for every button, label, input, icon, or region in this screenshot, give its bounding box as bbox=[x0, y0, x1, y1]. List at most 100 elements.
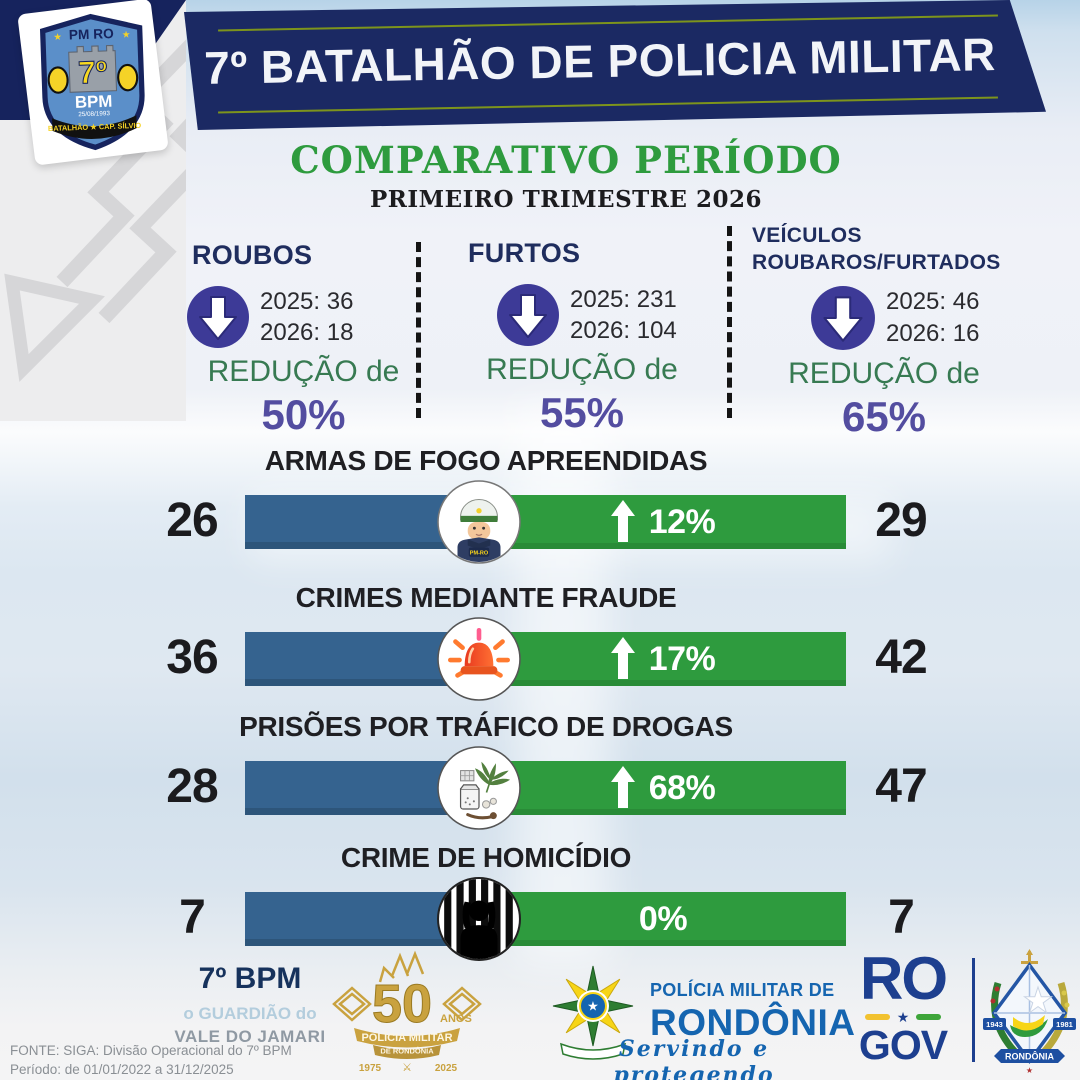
pmro-motto: Servindo e protegendo bbox=[613, 1036, 775, 1080]
bar-percent: 12% bbox=[648, 502, 716, 541]
bar-title: CRIMES MEDIANTE FRAUDE bbox=[295, 582, 677, 613]
rogov-bottom: GOV bbox=[858, 1022, 948, 1068]
comparative-label: ROUBOS bbox=[192, 240, 313, 270]
stat-2026: 2026: 104 bbox=[570, 317, 677, 344]
reduction-label: REDUÇÃO de bbox=[486, 353, 678, 386]
source-note: FONTE: SIGA: Divisão Operacional do 7º B… bbox=[10, 1042, 292, 1080]
reduction-label: REDUÇÃO de bbox=[788, 356, 980, 390]
comparative-veiculos: VEÍCULOS ROUBAROS/FURTADOS 2025: 46 2026… bbox=[748, 222, 1020, 441]
pmro-star-badge-icon: ★ bbox=[552, 965, 634, 1060]
badge-unit: BPM bbox=[75, 92, 113, 112]
bar-title: CRIME DE HOMICÍDIO bbox=[340, 842, 632, 873]
anniversary-year-end: 2025 bbox=[435, 1063, 458, 1074]
footer-bpm-block: 7º BPM o GUARDIÃO do VALE DO JAMARI bbox=[152, 962, 348, 1047]
footer-guardian-line2: VALE DO JAMARI bbox=[174, 1027, 326, 1046]
badge-banner-ribbon bbox=[52, 115, 137, 139]
rogov-top: RO bbox=[860, 945, 948, 1012]
bar-row-armas: ARMAS DE FOGO APREENDIDAS 26 12% bbox=[150, 445, 940, 565]
bar-title: ARMAS DE FOGO APREENDIDAS bbox=[264, 445, 708, 476]
period-title: COMPARATIVO PERÍODO bbox=[290, 138, 842, 182]
value-2026: 47 bbox=[875, 760, 927, 813]
footer-bpm-title: 7º BPM bbox=[198, 962, 302, 995]
bar-2026: 0% bbox=[480, 892, 846, 946]
reduction-label: REDUÇÃO de bbox=[207, 355, 400, 388]
down-arrow-icon bbox=[187, 286, 249, 348]
rondonia-crest: 1943 1981 RONDÔNIA ★ bbox=[982, 948, 1077, 1080]
bar-2026: 12% bbox=[480, 495, 846, 549]
dashed-divider bbox=[727, 226, 732, 418]
police-officer-icon: PM-RO bbox=[437, 480, 521, 564]
battalion-badge-card: PM RO ★ ★ 7º BPM 25/08/1993 BATALHÃO ★ C… bbox=[17, 0, 169, 166]
badge-star-left-icon: ★ bbox=[53, 32, 62, 43]
badge-scroll-left bbox=[47, 66, 69, 94]
up-arrow-icon bbox=[610, 500, 635, 542]
crest-name: RONDÔNIA bbox=[1005, 1051, 1054, 1062]
badge-castle bbox=[68, 44, 118, 93]
crest-star-icon: ★ bbox=[1026, 1066, 1033, 1075]
anniversary-number: 50 bbox=[372, 974, 432, 1034]
bar-row-fraude: CRIMES MEDIANTE FRAUDE 36 17% bbox=[150, 582, 940, 702]
down-arrow-icon bbox=[811, 285, 875, 350]
yellow-dash bbox=[864, 1014, 890, 1020]
value-2026: 7 bbox=[888, 891, 915, 944]
period-block: COMPARATIVO PERÍODO PRIMEIRO TRIMESTRE 2… bbox=[186, 138, 946, 213]
bar-percent: 68% bbox=[648, 768, 716, 807]
period-subtitle: PRIMEIRO TRIMESTRE 2026 bbox=[370, 186, 762, 213]
bar-row-trafico: PRISÕES POR TRÁFICO DE DROGAS 28 68% bbox=[150, 711, 940, 831]
value-2025: 36 bbox=[166, 631, 218, 684]
header-banner: 7º BATALHÃO DE POLICIA MILITAR bbox=[184, 0, 1046, 130]
green-dash bbox=[916, 1014, 942, 1020]
battalion-badge: PM RO ★ ★ 7º BPM 25/08/1993 BATALHÃO ★ C… bbox=[39, 13, 145, 151]
comparative-furtos: FURTOS 2025: 231 2026: 104 REDUÇÃO de 55… bbox=[452, 238, 712, 437]
value-2026: 29 bbox=[875, 494, 927, 547]
value-2026: 42 bbox=[875, 631, 927, 684]
crest-year-right: 1981 bbox=[1056, 1020, 1073, 1029]
badge-number: 7º bbox=[77, 54, 108, 91]
comparative-label: VEÍCULOS ROUBAROS/FURTADOS bbox=[752, 224, 1001, 275]
badge-top-label: PM RO bbox=[69, 26, 115, 43]
star-icon: ★ bbox=[896, 1009, 910, 1025]
badge-scroll-right bbox=[117, 63, 139, 92]
source-line2: Período: de 01/01/2022 a 31/12/2025 bbox=[10, 1061, 234, 1077]
badge-date: 25/08/1993 bbox=[78, 110, 110, 118]
anniversary-50-logo: 50 ANOS POLÍCIA MILITAR DE RONDÔNIA 1975… bbox=[328, 950, 486, 1080]
badge-star-right-icon: ★ bbox=[122, 29, 131, 40]
stat-2025: 2025: 46 bbox=[886, 288, 980, 316]
bar-row-homicidio: CRIME DE HOMICÍDIO 7 0% bbox=[150, 842, 940, 962]
crossed-rifles-icon: ⚔ bbox=[402, 1062, 412, 1074]
pmro-line1: POLÍCIA MILITAR DE bbox=[650, 980, 835, 1000]
reduction-percent: 55% bbox=[539, 389, 625, 436]
up-arrow-icon bbox=[610, 637, 635, 679]
comparative-roubos: ROUBOS 2025: 36 2026: 18 REDUÇÃO de 50% bbox=[186, 240, 421, 439]
siren-icon bbox=[437, 617, 521, 701]
bar-percent: 0% bbox=[638, 899, 688, 938]
down-arrow-icon bbox=[497, 284, 559, 346]
bar-2026: 68% bbox=[480, 761, 846, 815]
dashed-divider bbox=[416, 242, 421, 418]
footer-divider bbox=[972, 958, 975, 1062]
bar-percent: 17% bbox=[648, 639, 716, 678]
svg-text:★: ★ bbox=[587, 999, 599, 1014]
anniversary-line1: POLÍCIA MILITAR bbox=[361, 1031, 452, 1044]
up-arrow-icon bbox=[610, 766, 635, 808]
stat-2025: 2025: 231 bbox=[570, 285, 677, 313]
crest-year-left: 1943 bbox=[986, 1020, 1003, 1029]
svg-text:PM-RO: PM-RO bbox=[470, 551, 489, 557]
bar-title: PRISÕES POR TRÁFICO DE DROGAS bbox=[239, 711, 733, 742]
anniversary-line2: DE RONDÔNIA bbox=[380, 1047, 434, 1056]
reduction-percent: 50% bbox=[261, 391, 346, 438]
value-2025: 26 bbox=[166, 494, 218, 547]
comparative-label: FURTOS bbox=[468, 238, 581, 268]
footer-guardian-line1: o GUARDIÃO do bbox=[183, 1004, 317, 1023]
anniversary-year-start: 1975 bbox=[359, 1063, 382, 1074]
rogov-logo: RO ★ GOV bbox=[843, 945, 963, 1068]
jail-icon bbox=[437, 877, 521, 961]
stat-2026: 2026: 16 bbox=[886, 319, 980, 347]
pmro-lockup: ★ POLÍCIA MILITAR DE RONDÔNIA bbox=[548, 964, 855, 1060]
value-2025: 7 bbox=[179, 891, 206, 944]
source-line1: FONTE: SIGA: Divisão Operacional do 7º B… bbox=[10, 1043, 292, 1058]
reduction-percent: 65% bbox=[841, 392, 927, 440]
anniversary-anos: ANOS bbox=[440, 1013, 472, 1025]
drugs-icon bbox=[437, 746, 521, 830]
